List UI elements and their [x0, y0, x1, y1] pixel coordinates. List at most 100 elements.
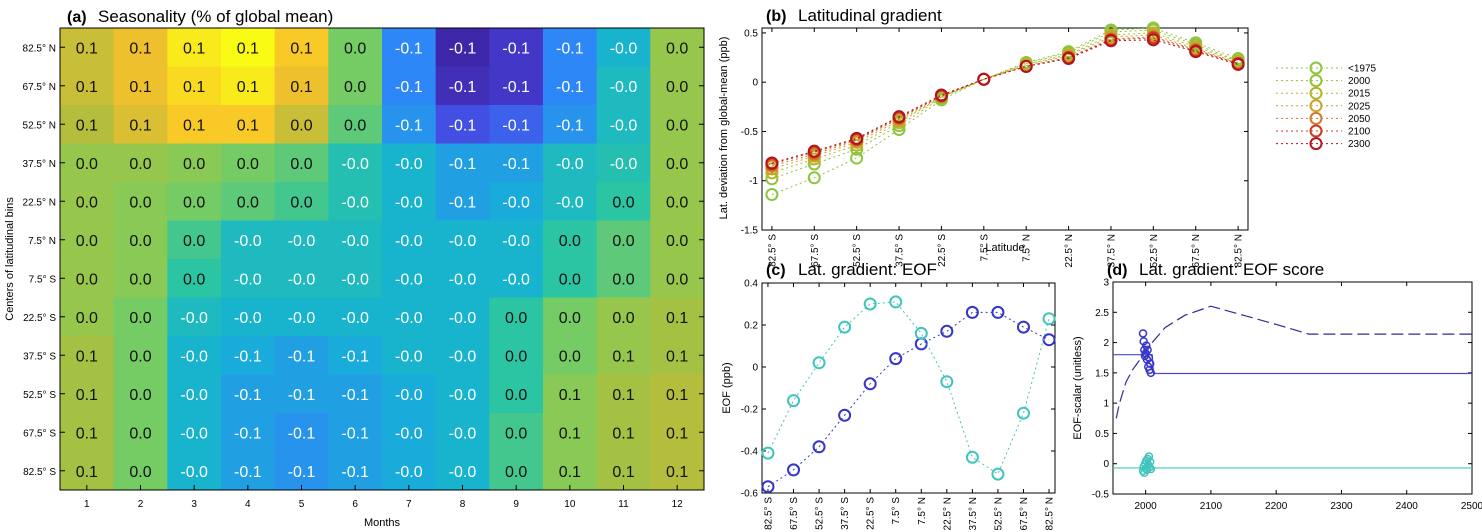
eof-score-marker — [1146, 368, 1156, 378]
eof-marker — [991, 467, 1005, 481]
heatmap-cell — [382, 413, 437, 452]
heatmap-cell — [382, 220, 437, 260]
heatmap-cell — [167, 66, 222, 106]
heatmap-cell — [596, 28, 651, 67]
heatmap-xlabel: Months — [364, 517, 401, 529]
y-tick-label: 0 — [752, 363, 758, 374]
eof-score-marker — [1142, 465, 1152, 475]
heatmap-cell-label: 0.1 — [237, 117, 259, 134]
legend-label: 2015 — [1348, 89, 1371, 100]
heatmap-cell — [60, 336, 115, 375]
heatmap-cell — [167, 336, 222, 375]
heatmap-cell-label: 0.1 — [183, 117, 205, 134]
eof-marker — [940, 375, 954, 389]
latitudinal-gradient-marker — [765, 166, 779, 180]
heatmap-cell — [328, 220, 383, 260]
heatmap-cell-label: -0.0 — [234, 310, 262, 327]
heatmap-cell-label: -0.0 — [449, 387, 477, 404]
heatmap-cell — [274, 220, 329, 260]
panel-c-title: Lat. gradient: EOF — [798, 260, 937, 279]
heatmap-y-tick-label: 82.5° N — [23, 43, 56, 54]
heatmap-cell — [543, 297, 598, 337]
eof-marker — [838, 408, 852, 422]
heatmap-cell — [113, 336, 168, 375]
heatmap-cell-label: 0.0 — [183, 156, 205, 173]
heatmap-cell-label: -0.1 — [556, 79, 584, 96]
heatmap-cell-label: -0.1 — [502, 156, 530, 173]
heatmap-y-ticks: 82.5° N 67.5° N 52.5° N 37.5° N 22.5° N 7.5° … — [23, 43, 704, 478]
y-tick-label: -0.6 — [741, 489, 759, 500]
heatmap-cell-label: -0.0 — [502, 233, 530, 250]
eof-marker — [761, 446, 775, 460]
heatmap-cell — [489, 66, 544, 106]
heatmap-cell — [596, 374, 651, 414]
heatmap-cell-label: 0.1 — [183, 79, 205, 96]
heatmap-cell — [221, 297, 276, 337]
heatmap-cell-label: 0.0 — [76, 271, 98, 288]
heatmap-y-tick-label: 67.5° S — [23, 428, 56, 439]
heatmap-cell — [167, 297, 222, 337]
heatmap-x-ticks: 1 2 3 4 5 6 7 8 9 10 11 12 — [84, 485, 683, 510]
eof-marker — [812, 440, 826, 454]
heatmap-cell-label: 0.0 — [505, 348, 527, 365]
heatmap-cell-label: 0.1 — [129, 40, 151, 57]
heatmap-cell-label: 0.1 — [183, 40, 205, 57]
heatmap-cell-label: 0.1 — [290, 40, 312, 57]
heatmap-cell — [650, 66, 705, 106]
heatmap-cell — [596, 143, 651, 183]
heatmap-cell — [113, 66, 168, 106]
heatmap-cell — [489, 220, 544, 260]
eof-marker — [889, 295, 903, 309]
heatmap-cell-label: -0.1 — [341, 387, 369, 404]
eof-marker — [812, 356, 826, 370]
latitudinal-gradient-marker — [1062, 52, 1076, 66]
heatmap-cell — [435, 66, 490, 106]
x-tick-label: 82.5° N — [1045, 497, 1056, 530]
heatmap-cell — [274, 336, 329, 375]
heatmap-cell — [60, 143, 115, 183]
heatmap-cell-label: -0.1 — [288, 464, 316, 481]
heatmap-cell-label: -0.0 — [449, 425, 477, 442]
heatmap-cell — [543, 413, 598, 452]
heatmap-cell-label: -0.0 — [395, 464, 423, 481]
latitudinal-gradient-marker — [850, 151, 864, 165]
eof-score-marker — [1143, 345, 1152, 355]
x-tick-label: 52.5° N — [1149, 234, 1160, 267]
heatmap-cell — [167, 143, 222, 183]
heatmap-cell-label: 0.0 — [612, 271, 634, 288]
eof-score-marker — [1145, 359, 1155, 369]
y-tick-label: -1.5 — [741, 226, 759, 237]
heatmap-cell-label: 0.0 — [612, 310, 634, 327]
heatmap-cell — [167, 182, 222, 221]
heatmap-x-tick-label: 1 — [84, 499, 90, 510]
heatmap-cell-label: -0.1 — [395, 40, 423, 57]
heatmap-cell-label: 0.0 — [76, 156, 98, 173]
heatmap-cell-label: 0.0 — [505, 425, 527, 442]
panel-d-series — [1113, 305, 1472, 478]
heatmap-cell — [328, 143, 383, 183]
heatmap-cell — [221, 374, 276, 414]
heatmap-cell-label: 0.0 — [344, 40, 366, 57]
heatmap-cell-label: 0.0 — [559, 233, 581, 250]
latitudinal-gradient-marker — [807, 171, 821, 185]
heatmap-cell-label: 0.0 — [559, 348, 581, 365]
heatmap-cell — [489, 451, 544, 491]
eof-marker — [761, 480, 775, 494]
y-tick-label: 2.5 — [1095, 308, 1109, 319]
heatmap-cell — [543, 66, 598, 106]
heatmap-cell-label: -0.0 — [395, 194, 423, 211]
x-tick-label: 22.5° N — [1064, 234, 1075, 267]
heatmap-cell-label: 0.0 — [666, 194, 688, 211]
heatmap-cell — [543, 451, 598, 491]
y-tick-label: -0.2 — [741, 405, 759, 416]
heatmap-y-tick-label: 52.5° S — [23, 390, 56, 401]
eof-score-projection-line — [1115, 305, 1472, 419]
x-tick-label: 7.5° N — [1022, 234, 1033, 262]
heatmap-cell-label: -0.0 — [341, 271, 369, 288]
eof-score-marker — [1138, 329, 1148, 338]
heatmap-cells: 0.1 0.1 0.1 0.1 0.1 0.0 -0.1 -0.1 -0.1 -0.1 -0.0 0.… — [60, 28, 705, 491]
y-tick-label: 2 — [1103, 338, 1109, 349]
heatmap-cell — [382, 143, 437, 183]
